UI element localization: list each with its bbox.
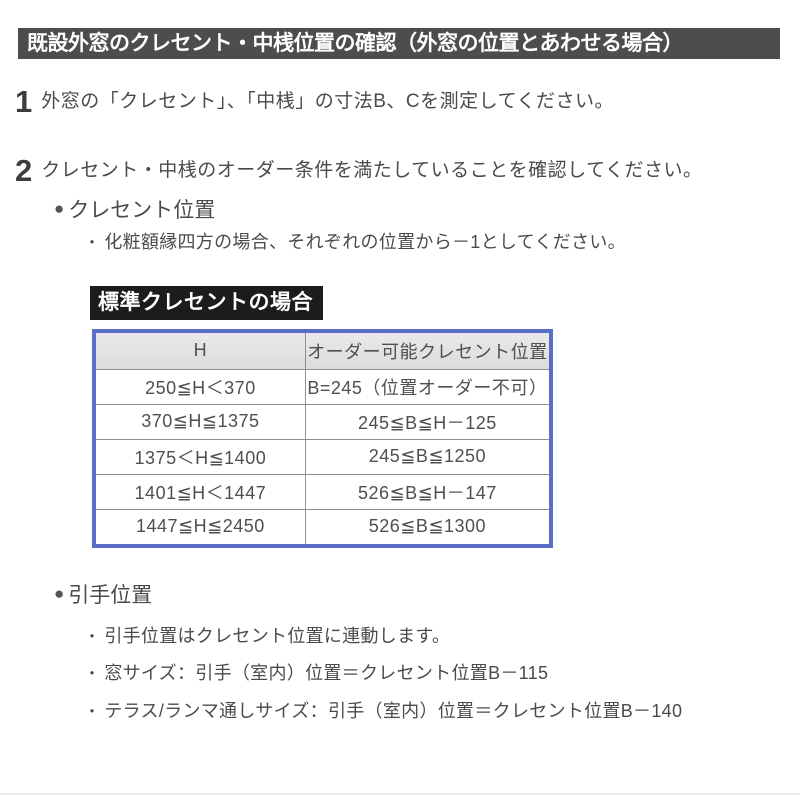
dot-bullet-icon: ・ [84,666,101,683]
bullet-icon: ● [54,199,65,218]
crescent-position-heading-label: クレセント位置 [68,199,216,222]
handle-note-terrace-size: ・ テラス/ランマ通しサイズ：引手（室内）位置＝クレセント位置B－140 [84,697,682,723]
page-title: 既設外窓のクレセント・中桟位置の確認（外窓の位置とあわせる場合） [18,28,780,59]
cell-h-range: 1401≦H＜1447 [96,473,306,510]
table-row: 1375＜H≦1400 245≦B≦1250 [96,438,549,475]
table-row: 1401≦H＜1447 526≦B≦H－147 [96,473,549,510]
cell-b-range: 526≦B≦H－147 [304,473,549,510]
step-2-number: 2 [15,153,33,188]
standard-crescent-table-title: 標準クレセントの場合 [90,286,323,320]
handle-note-linked: ・ 引手位置はクレセント位置に連動します。 [84,622,450,648]
table-header-row: H オーダー可能クレセント位置 [96,333,549,370]
crescent-position-note-text: 化粧額縁四方の場合、それぞれの位置から－1としてください。 [104,232,626,252]
column-header-orderable-position: オーダー可能クレセント位置 [304,333,549,370]
crescent-position-table-frame: H オーダー可能クレセント位置 250≦H＜370 B=245（位置オーダー不可… [92,329,553,548]
step-1-number: 1 [15,84,33,119]
cell-b-range: 245≦B≦H－125 [304,403,549,440]
handle-note-text: 窓サイズ：引手（室内）位置＝クレセント位置B－115 [104,663,549,683]
crescent-position-heading: ● クレセント位置 [54,194,215,224]
cell-b-range: B=245（位置オーダー不可） [304,368,549,405]
crescent-position-table: H オーダー可能クレセント位置 250≦H＜370 B=245（位置オーダー不可… [96,333,549,544]
step-1-text: 外窓の「クレセント」、「中桟」の寸法B、Cを測定してください。 [41,91,615,112]
crescent-position-note: ・ 化粧額縁四方の場合、それぞれの位置から－1としてください。 [84,228,626,254]
handle-position-heading-label: 引手位置 [68,584,153,607]
table-row: 370≦H≦1375 245≦B≦H－125 [96,403,549,440]
dot-bullet-icon: ・ [84,704,101,721]
handle-position-heading: ● 引手位置 [54,579,152,609]
cell-b-range: 526≦B≦1300 [304,508,549,544]
cell-h-range: 1447≦H≦2450 [96,508,306,544]
cell-h-range: 250≦H＜370 [96,368,306,405]
dot-bullet-icon: ・ [84,629,101,646]
step-2-text: クレセント・中桟のオーダー条件を満たしていることを確認してください。 [41,160,703,181]
step-1: 1 外窓の「クレセント」、「中桟」の寸法B、Cを測定してください。 [15,86,614,117]
column-header-h: H [96,333,306,370]
cell-b-range: 245≦B≦1250 [304,438,549,475]
cell-h-range: 1375＜H≦1400 [96,438,306,475]
step-2: 2 クレセント・中桟のオーダー条件を満たしていることを確認してください。 [15,155,703,186]
table-row: 250≦H＜370 B=245（位置オーダー不可） [96,368,549,405]
handle-note-window-size: ・ 窓サイズ：引手（室内）位置＝クレセント位置B－115 [84,659,548,685]
handle-note-text: 引手位置はクレセント位置に連動します。 [104,626,451,646]
cell-h-range: 370≦H≦1375 [96,403,306,440]
page-bottom-divider [0,793,800,795]
bullet-icon: ● [54,584,65,603]
dot-bullet-icon: ・ [84,235,101,252]
table-row: 1447≦H≦2450 526≦B≦1300 [96,508,549,544]
handle-note-text: テラス/ランマ通しサイズ：引手（室内）位置＝クレセント位置B－140 [104,701,683,721]
